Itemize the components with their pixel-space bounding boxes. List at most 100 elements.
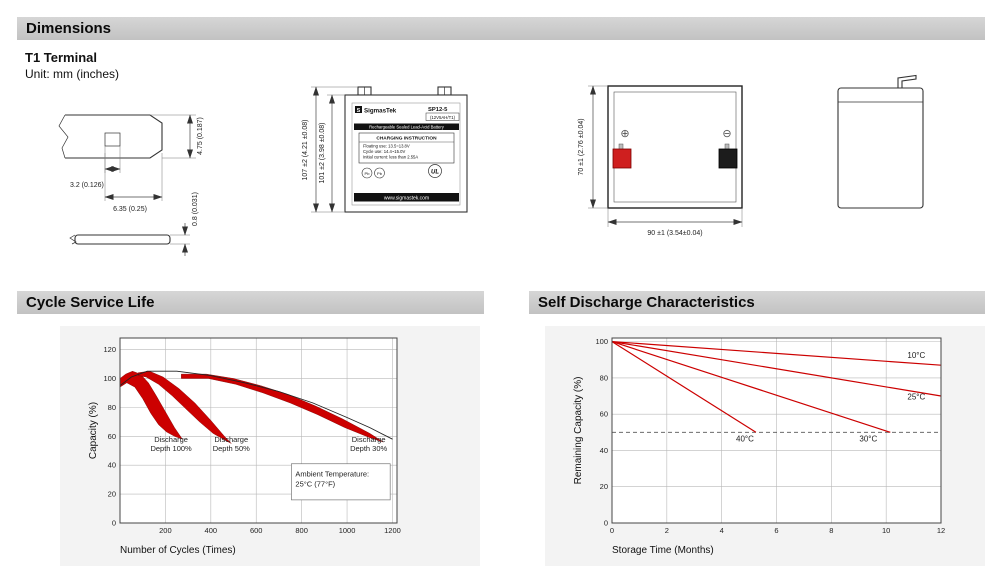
pb-text-2: Pb (377, 171, 383, 176)
brand-initial: S (357, 108, 361, 114)
note-box (291, 463, 391, 501)
x-axis-title: Number of Cycles (Times) (120, 545, 236, 556)
series-line (611, 341, 891, 433)
x-tick-label: 8 (829, 526, 833, 535)
y-tick-label: 20 (600, 482, 608, 491)
terminal-edge-view (74, 234, 171, 245)
black-terminal (718, 148, 738, 169)
x-tick-label: 800 (295, 526, 308, 535)
side-view-case (837, 87, 924, 209)
terminal-slot (104, 132, 121, 147)
website-text: www.sigmastek.com (384, 195, 429, 201)
unit-note: Unit: mm (inches) (25, 67, 120, 81)
band-label: Discharge (214, 435, 248, 444)
top-view-inner (613, 91, 737, 203)
terminal-type-label: T1 Terminal (25, 50, 98, 65)
x-tick-label: 4 (720, 526, 724, 535)
dim-slot-width: 3.2 (0.126) (70, 182, 104, 189)
break-line (58, 114, 69, 159)
red-terminal (612, 148, 632, 169)
break-line (69, 234, 77, 245)
charging-instruction-box (358, 132, 455, 164)
dim-overall-height: 107 ±2 (4.21 ±0.08) (302, 119, 309, 180)
y-axis-title: Remaining Capacity (%) (573, 377, 584, 485)
dim-case-height: 101 ±2 (3.98 ±0.08) (319, 122, 326, 183)
x-tick-label: 600 (250, 526, 263, 535)
plot-border (611, 337, 942, 524)
charging-line-2: Cycle use: 14.4~15.0V (363, 149, 405, 154)
negative-mark: ⊖ (722, 128, 731, 140)
website-bar (354, 193, 459, 202)
spec-box (425, 112, 460, 121)
x-axis-title: Storage Time (Months) (612, 545, 714, 556)
series-line (611, 341, 757, 433)
band-label: Depth 50% (213, 444, 250, 453)
y-tick-label: 40 (108, 461, 116, 470)
brand-logo (355, 106, 362, 113)
y-tick-label: 80 (600, 373, 608, 382)
band-label: Depth 100% (150, 444, 192, 453)
charging-line-3: Initial current: less than 2.55A (363, 155, 418, 160)
note-text: 25°C (77°F) (295, 480, 335, 489)
dimensions-section-header: Dimensions (17, 17, 985, 40)
terminal-detail-drawing: 4.75 (0.187) 3.2 (0.126) 6.35 (0.25) 0.8… (58, 114, 204, 256)
y-tick-label: 0 (112, 519, 116, 528)
x-tick-label: 200 (159, 526, 172, 535)
series-line (611, 341, 942, 397)
x-tick-label: 6 (774, 526, 778, 535)
y-tick-label: 40 (600, 446, 608, 455)
spec-text: (12V5AH/T1) (430, 115, 456, 120)
charging-header: CHARGING INSTRUCTION (376, 136, 437, 142)
pb-recycle-icon (374, 167, 385, 179)
dim-thickness: 0.8 (0.031) (192, 192, 199, 226)
x-tick-label: 2 (665, 526, 669, 535)
x-tick-label: 10 (882, 526, 890, 535)
y-tick-label: 60 (108, 432, 116, 441)
battery-side-view-drawing (837, 74, 924, 209)
self-discharge-header: Self Discharge Characteristics (529, 291, 985, 314)
terminal-blade-shape (65, 114, 163, 159)
x-tick-label: 1200 (384, 526, 401, 535)
band-label: Discharge (154, 435, 188, 444)
dim-tab-height: 4.75 (0.187) (197, 117, 204, 155)
y-tick-label: 0 (604, 519, 608, 528)
envelope-curve (119, 370, 393, 440)
y-tick-label: 80 (108, 403, 116, 412)
x-tick-label: 400 (205, 526, 218, 535)
y-tick-label: 60 (600, 410, 608, 419)
note-text: Ambient Temperature: (295, 470, 369, 479)
x-tick-label: 0 (610, 526, 614, 535)
top-view-outer (607, 85, 743, 209)
side-terminal-tab (897, 74, 917, 89)
series-label: 40°C (736, 434, 754, 443)
discharge-band (181, 373, 384, 443)
y-tick-label: 20 (108, 490, 116, 499)
cycle-service-life-header: Cycle Service Life (17, 291, 484, 314)
tagline-text: Rechargeable Sealed Lead-Acid Battery (369, 124, 445, 129)
positive-mark: ⊕ (620, 128, 629, 140)
brand-name: SigmasTek (364, 108, 397, 115)
y-axis-title: Capacity (%) (88, 402, 99, 459)
pb-text-1: Pb (365, 171, 371, 176)
tagline-bar (354, 123, 459, 130)
dim-tab-width: 6.35 (0.25) (113, 206, 147, 213)
ul-mark-icon (428, 164, 442, 178)
ul-text: UL (431, 170, 439, 176)
y-tick-label: 120 (103, 345, 116, 354)
battery-top-view-drawing: ⊕ ⊖ 70 ±1 (2.76 ±0.04) 90 ±1 (3.54±0.04) (578, 85, 743, 237)
x-tick-label: 12 (937, 526, 945, 535)
battery-label (351, 102, 461, 206)
discharge-band (138, 370, 232, 444)
series-label: 30°C (859, 434, 877, 443)
self-discharge-chart: 10°C 25°C 30°C 40°C 0 2 4 6 8 10 12 0 20 40 60 80 100 Sto… (545, 326, 985, 566)
band-label: Depth 30% (350, 444, 387, 453)
x-tick-label: 1000 (339, 526, 356, 535)
pb-recycle-icon (361, 167, 373, 179)
battery-front-view-drawing: S SigmasTek SP12-5 (12V5AH/T1) Rechargea… (302, 86, 468, 213)
series-label: 10°C (907, 351, 925, 360)
series-line (611, 341, 942, 366)
model-number: SP12-5 (428, 107, 448, 113)
y-tick-label: 100 (103, 374, 116, 383)
dim-top-height: 70 ±1 (2.76 ±0.04) (578, 118, 585, 175)
